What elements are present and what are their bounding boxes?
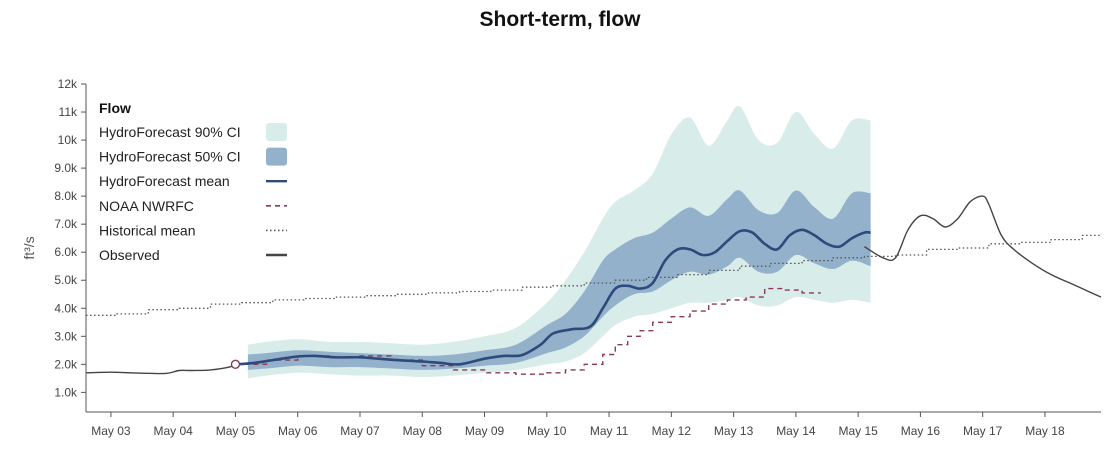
chart-title: Short-term, flow	[479, 8, 641, 31]
legend-item-label: Historical mean	[99, 222, 195, 238]
y-tick-label: 9.0k	[54, 161, 78, 175]
x-tick-label: May 06	[278, 424, 318, 438]
noaa-nwrfc-line	[235, 287, 821, 375]
legend-item-label: HydroForecast 50% CI	[99, 149, 241, 165]
legend-item-label: Observed	[99, 247, 160, 263]
hydroforecast-mean-line	[235, 228, 871, 366]
legend-background	[92, 96, 290, 276]
observed-line-2	[864, 195, 1102, 298]
x-tick-label: May 14	[776, 424, 816, 438]
x-tick-label: May 07	[340, 424, 380, 438]
x-tick-label: May 16	[901, 424, 941, 438]
y-tick-label: 3.0k	[54, 329, 78, 343]
x-tick-label: May 10	[527, 424, 567, 438]
x-tick-label: May 09	[465, 424, 505, 438]
legend-item-label: HydroForecast mean	[99, 173, 230, 189]
hydroforecast-90-ci-legend-swatch	[266, 123, 287, 141]
y-tick-label: 1.0k	[54, 385, 78, 399]
y-tick-label: 10k	[58, 133, 78, 147]
hydroforecast-90-ci-band	[247, 105, 871, 379]
y-tick-label: 12k	[58, 77, 78, 91]
x-tick-label: May 13	[714, 424, 754, 438]
x-tick-label: May 11	[590, 424, 629, 438]
legend-title: Flow	[99, 100, 131, 116]
x-tick-label: May 03	[91, 424, 131, 438]
legend: Flow HydroForecast 90% CI HydroForecast 50…	[92, 96, 290, 276]
x-tick-label: May 12	[652, 424, 692, 438]
y-tick-label: 5.0k	[54, 273, 78, 287]
y-tick-label: 8.0k	[54, 189, 78, 203]
hydroforecast-50-ci-band	[247, 190, 871, 370]
y-tick-label: 2.0k	[54, 357, 78, 371]
y-axis-label: ft³/s	[21, 236, 37, 259]
x-tick-label: May 18	[1025, 424, 1065, 438]
hydroforecast-50-ci-legend-swatch	[266, 147, 287, 166]
x-tick-label: May 05	[216, 424, 256, 438]
forecast-start-marker	[230, 359, 241, 370]
observed-line-1	[85, 363, 236, 375]
y-tick-label: 11k	[59, 105, 78, 119]
x-tick-label: May 08	[403, 424, 443, 438]
x-tick-label: May 17	[963, 424, 1003, 438]
x-tick-label: May 04	[153, 424, 193, 438]
x-tick-label: May 15	[838, 424, 878, 438]
y-tick-label: 6.0k	[54, 245, 78, 259]
y-tick-label: 7.0k	[54, 217, 78, 231]
legend-item-label: HydroForecast 90% CI	[99, 124, 241, 140]
legend-item-label: NOAA NWRFC	[99, 198, 194, 214]
y-tick-label: 4.0k	[54, 301, 78, 315]
